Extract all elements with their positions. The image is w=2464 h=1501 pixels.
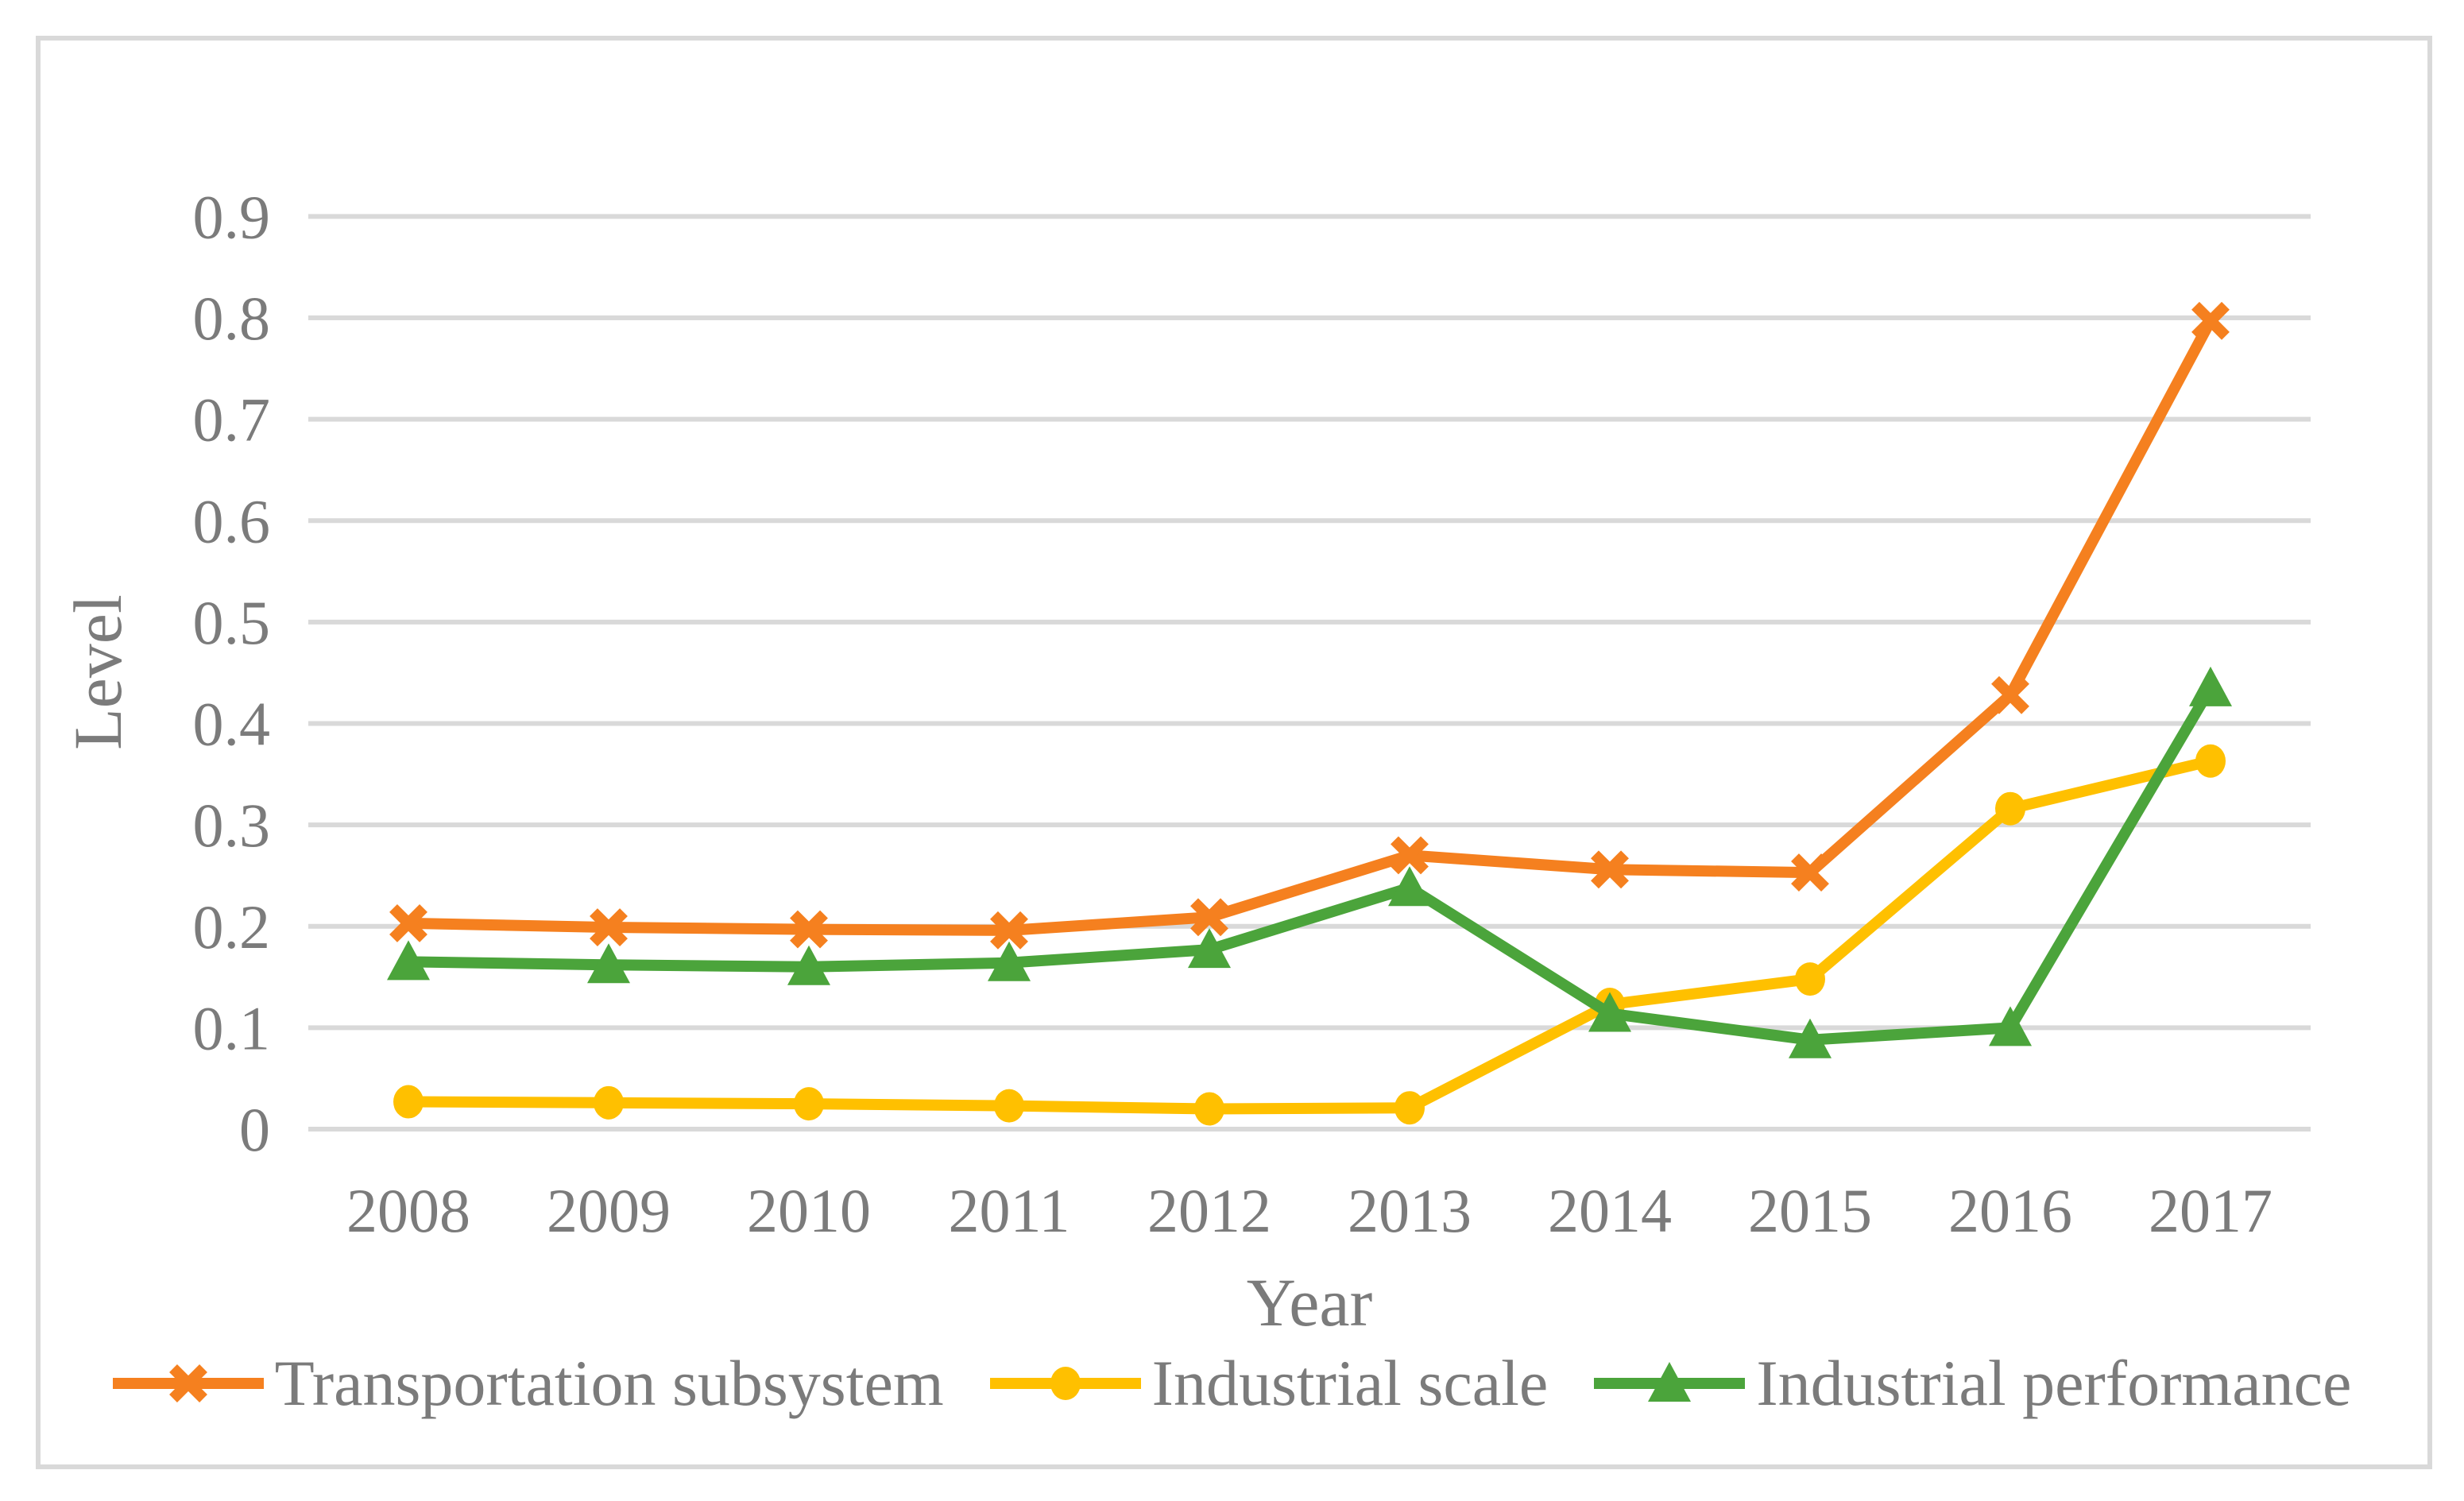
data-marker-industrial-scale — [1795, 962, 1825, 996]
data-marker-transportation-subsystem — [790, 910, 828, 949]
y-axis-title: Level — [60, 594, 136, 750]
x-tick-label: 2013 — [1348, 1176, 1472, 1245]
legend-marker-circle-icon — [989, 1367, 1141, 1400]
data-marker-transportation-subsystem — [1391, 836, 1429, 875]
data-marker-industrial-scale — [393, 1085, 424, 1119]
data-marker-industrial-scale — [994, 1089, 1024, 1123]
data-marker-industrial-scale — [1194, 1092, 1224, 1126]
legend-label: Industrial performance — [1756, 1347, 2352, 1419]
data-marker-transportation-subsystem — [590, 908, 628, 946]
data-marker-industrial-scale — [1995, 791, 2025, 826]
y-tick-label: 0.3 — [193, 791, 271, 860]
data-marker-transportation-subsystem — [1591, 850, 1629, 889]
data-marker-transportation-subsystem — [1791, 853, 1829, 892]
data-marker-industrial-scale — [594, 1085, 624, 1120]
legend-item-industrial-performance: Industrial performance — [1594, 1351, 2351, 1416]
data-marker-transportation-subsystem — [990, 911, 1028, 950]
legend-marker-x-icon — [112, 1364, 264, 1402]
data-marker-industrial-performance — [1989, 1006, 2032, 1046]
data-marker-industrial-performance — [587, 943, 630, 984]
x-tick-label: 2014 — [1548, 1176, 1672, 1245]
series-line-transportation-subsystem — [408, 318, 2216, 936]
legend-item-transportation-subsystem: Transportation subsystem — [112, 1347, 944, 1419]
y-tick-label: 0.5 — [193, 588, 271, 657]
data-marker-industrial-performance — [1789, 1018, 1832, 1058]
x-tick-label: 2016 — [1948, 1176, 2072, 1245]
y-tick-label: 0 — [239, 1095, 270, 1164]
y-tick-label: 0.1 — [193, 993, 271, 1062]
y-tick-label: 0.6 — [193, 486, 271, 555]
data-marker-transportation-subsystem — [389, 903, 427, 942]
y-tick-label: 0.2 — [193, 892, 271, 961]
data-marker-industrial-scale — [1394, 1091, 1425, 1125]
data-marker-transportation-subsystem — [2191, 301, 2230, 340]
x-tick-label: 2017 — [2149, 1176, 2273, 1245]
series-layer — [387, 301, 2232, 1126]
chart-legend: Transportation subsystem Industrial scale… — [0, 1351, 2464, 1416]
x-tick-label: 2009 — [547, 1176, 671, 1245]
y-tick-label: 0.4 — [193, 690, 271, 759]
series-line-industrial-performance — [408, 685, 2216, 1046]
y-tick-label: 0.9 — [193, 182, 271, 251]
y-tick-label: 0.7 — [193, 385, 271, 455]
y-tick-label: 0.8 — [193, 284, 271, 353]
x-tick-label: 2010 — [747, 1176, 871, 1245]
legend-marker-triangle-icon — [1594, 1362, 1746, 1402]
data-marker-industrial-performance — [1388, 866, 1431, 907]
data-marker-industrial-scale — [2195, 744, 2226, 778]
data-marker-industrial-performance — [2189, 666, 2232, 706]
x-tick-label: 2008 — [346, 1176, 470, 1245]
data-marker-industrial-performance — [988, 941, 1031, 981]
x-axis-title: Year — [1247, 1264, 1372, 1340]
data-marker-industrial-scale — [794, 1087, 824, 1121]
data-marker-industrial-performance — [1188, 928, 1231, 969]
data-marker-industrial-performance — [387, 940, 430, 981]
x-tick-label: 2011 — [948, 1176, 1070, 1245]
legend-item-industrial-scale: Industrial scale — [989, 1347, 1549, 1419]
x-tick-label: 2012 — [1147, 1176, 1271, 1245]
legend-label: Transportation subsystem — [274, 1347, 944, 1419]
data-marker-industrial-performance — [1588, 992, 1631, 1032]
x-tick-label: 2015 — [1748, 1176, 1872, 1245]
data-marker-industrial-performance — [787, 945, 830, 985]
data-marker-transportation-subsystem — [1991, 675, 2029, 714]
gridlines — [308, 214, 2311, 1132]
data-marker-transportation-subsystem — [1190, 898, 1228, 937]
y-axis-tick-labels: 0 0.1 0.2 0.3 0.4 0.5 0.6 0.7 0.8 0.9 — [193, 182, 271, 1164]
x-axis-tick-labels: 2008 2009 2010 2011 2012 2013 2014 2015 2016 2017 — [346, 1176, 2273, 1245]
legend-label: Industrial scale — [1151, 1347, 1549, 1419]
series-line-industrial-scale — [408, 755, 2212, 1115]
